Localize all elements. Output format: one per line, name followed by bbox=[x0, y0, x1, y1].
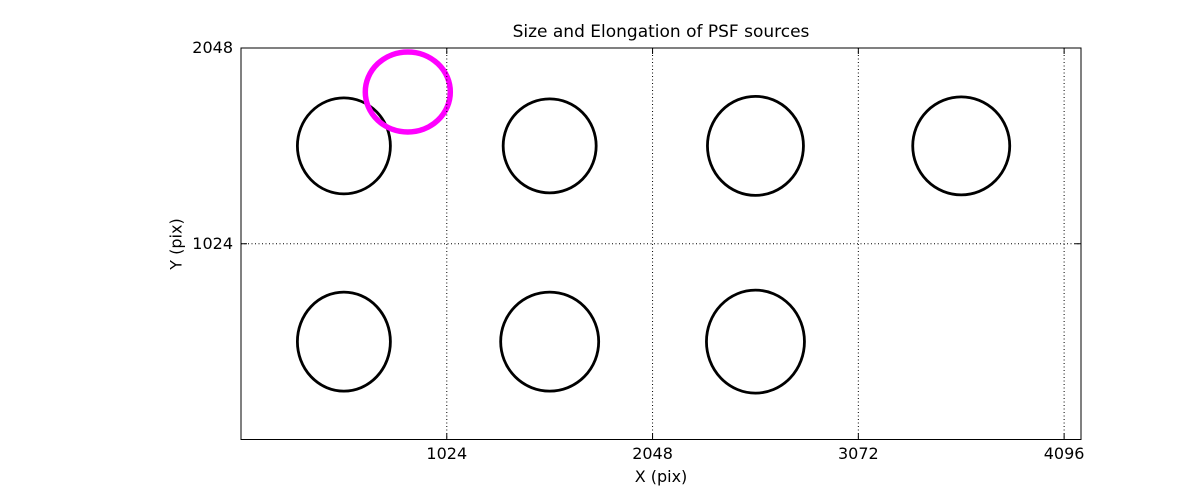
x-tick-label: 1024 bbox=[426, 444, 468, 463]
psf-sources-ellipse bbox=[501, 97, 598, 195]
chart-title: Size and Elongation of PSF sources bbox=[512, 22, 810, 42]
psf-sources-ellipse bbox=[705, 288, 806, 395]
y-tick-label: 2048 bbox=[192, 38, 233, 57]
psf-sources-ellipse bbox=[295, 290, 392, 393]
x-tick-label: 2048 bbox=[632, 444, 673, 463]
psf-sources-ellipse bbox=[911, 95, 1012, 197]
psf-sources-ellipse bbox=[706, 94, 805, 197]
highlighted-psf-source-ellipse bbox=[362, 49, 454, 135]
x-axis-label: X (pix) bbox=[634, 467, 688, 486]
y-tick-label: 1024 bbox=[192, 233, 233, 253]
x-tick-label: 4096 bbox=[1043, 444, 1085, 463]
psf-sources-ellipse bbox=[499, 290, 601, 393]
x-tick-label: 3072 bbox=[837, 444, 879, 463]
psf-sources-ellipse bbox=[295, 96, 392, 196]
